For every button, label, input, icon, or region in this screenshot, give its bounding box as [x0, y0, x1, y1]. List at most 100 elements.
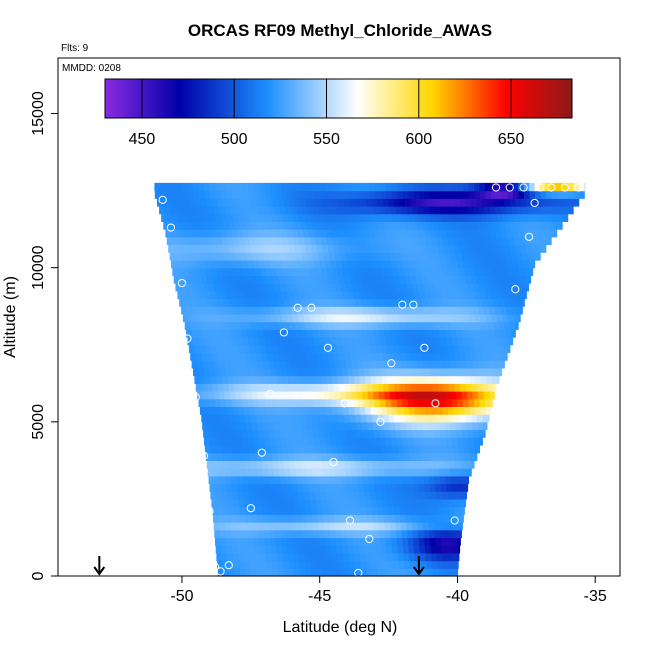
heatmap-cell: [252, 283, 259, 292]
heatmap-cell: [263, 283, 270, 292]
heatmap-cell: [429, 337, 436, 346]
heatmap-cell: [368, 529, 375, 539]
heatmap-cell: [210, 236, 217, 246]
heatmap-cell: [237, 190, 244, 199]
heatmap-cell: [480, 267, 487, 276]
heatmap-cell: [534, 182, 541, 192]
heatmap-cell: [496, 290, 503, 300]
heatmap-cell: [438, 460, 445, 469]
heatmap-cell: [361, 506, 368, 515]
heatmap-cell: [384, 306, 391, 315]
heatmap-cell: [374, 437, 381, 446]
heatmap-cell: [575, 198, 580, 207]
heatmap-cell: [288, 267, 295, 276]
heatmap-cell: [351, 522, 358, 531]
heatmap-cell: [245, 298, 252, 307]
heatmap-cell: [465, 244, 472, 253]
heatmap-cell: [392, 267, 399, 276]
heatmap-cell: [248, 545, 255, 554]
heatmap-cell: [445, 475, 452, 485]
heatmap-cell: [518, 190, 525, 199]
heatmap-cell: [362, 522, 369, 531]
heatmap-cell: [210, 344, 217, 354]
heatmap-cell: [325, 437, 332, 446]
heatmap-cell: [320, 190, 327, 199]
heatmap-cell: [474, 337, 481, 346]
heatmap-cell: [172, 213, 179, 222]
heatmap-cell: [283, 460, 290, 469]
heatmap-cell: [362, 360, 369, 369]
heatmap-cell: [196, 221, 203, 230]
heatmap-cell: [235, 329, 242, 338]
heatmap-cell: [186, 283, 193, 292]
heatmap-cell: [427, 298, 434, 307]
heatmap-cell: [277, 236, 284, 246]
heatmap-cell: [471, 198, 478, 207]
heatmap-cell: [465, 460, 472, 469]
heatmap-cell: [430, 545, 437, 554]
heatmap-cell: [400, 421, 407, 431]
heatmap-cell: [191, 329, 198, 338]
heatmap-cell: [193, 290, 200, 300]
heatmap-cell: [214, 429, 221, 438]
heatmap-cell: [373, 360, 380, 369]
heatmap-cell: [424, 483, 431, 492]
heatmap-cell: [329, 360, 336, 369]
heatmap-cell: [339, 414, 346, 423]
heatmap-cell: [464, 213, 471, 222]
heatmap-cell: [229, 221, 236, 230]
heatmap-cell: [258, 475, 265, 485]
heatmap-cell: [348, 213, 355, 222]
heatmap-cell: [192, 206, 199, 215]
heatmap-cell: [230, 252, 237, 261]
heatmap-cell: [313, 306, 320, 315]
heatmap-cell: [251, 421, 258, 431]
heatmap-cell: [392, 545, 399, 554]
heatmap-cell: [509, 198, 516, 207]
heatmap-cell: [447, 552, 454, 562]
heatmap-cell: [562, 190, 569, 199]
heatmap-cell: [447, 213, 454, 222]
heatmap-cell: [415, 452, 422, 461]
heatmap-cell: [518, 229, 525, 238]
heatmap-cell: [432, 198, 439, 207]
heatmap-cell: [219, 522, 226, 531]
heatmap-cell: [324, 206, 331, 215]
heatmap-cell: [498, 275, 505, 284]
heatmap-cell: [438, 221, 445, 230]
heatmap-cell: [464, 236, 471, 246]
heatmap-cell: [322, 506, 329, 515]
heatmap-cell: [530, 213, 537, 222]
heatmap-cell: [289, 244, 296, 253]
heatmap-cell: [430, 445, 437, 454]
heatmap-cell: [485, 337, 492, 346]
heatmap-cell: [296, 522, 303, 531]
heatmap-cell: [459, 452, 466, 461]
heatmap-cell: [482, 383, 489, 392]
heatmap-cell: [267, 298, 274, 307]
heatmap-cell: [219, 329, 226, 338]
heatmap-cell: [238, 375, 245, 384]
heatmap-cell: [407, 437, 414, 446]
heatmap-cell: [333, 568, 340, 577]
heatmap-cell: [294, 321, 301, 330]
heatmap-cell: [274, 360, 281, 369]
heatmap-cell: [398, 344, 405, 354]
heatmap-cell: [263, 475, 270, 485]
heatmap-cell: [449, 506, 456, 515]
heatmap-cell: [253, 398, 260, 407]
heatmap-cell: [427, 383, 434, 392]
heatmap-cell: [390, 429, 397, 438]
heatmap-cell: [274, 529, 281, 539]
heatmap-cell: [182, 182, 189, 192]
heatmap-cell: [436, 491, 443, 500]
heatmap-cell: [496, 367, 503, 377]
heatmap-cell: [388, 321, 395, 330]
heatmap-cell: [423, 329, 430, 338]
heatmap-cell: [376, 498, 383, 508]
heatmap-cell: [336, 337, 343, 346]
heatmap-cell: [377, 506, 384, 515]
heatmap-cell: [363, 337, 370, 346]
heatmap-cell: [224, 468, 231, 477]
heatmap-cell: [378, 522, 385, 531]
